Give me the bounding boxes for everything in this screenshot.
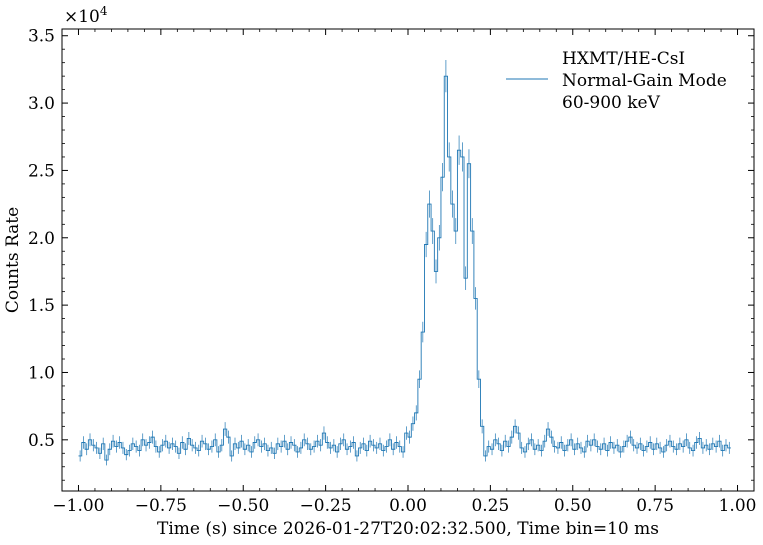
- y-tick-label: 0.5: [28, 431, 55, 451]
- legend-line-2: Normal-Gain Mode: [562, 71, 727, 91]
- legend-line-3: 60-900 keV: [562, 93, 661, 113]
- x-tick-label: 0.50: [554, 496, 592, 516]
- x-tick-label: 0.00: [389, 496, 427, 516]
- x-tick-label: −0.75: [135, 496, 187, 516]
- series-layer: [78, 59, 731, 466]
- y-tick-label: 1.5: [28, 296, 55, 316]
- x-tick-label: 0.25: [471, 496, 509, 516]
- plot-frame: [61, 28, 755, 492]
- y-multiplier-exponent: 4: [100, 4, 108, 18]
- ticks-layer: −1.00 −0.75 −0.50 −0.25 0.00 0.25 0.50 0.75 1.00…: [28, 27, 757, 516]
- legend: HXMT/HE-CsI Normal-Gain Mode 60-900 keV: [506, 49, 727, 113]
- x-tick-label: −0.50: [217, 496, 269, 516]
- y-tick-label: 2.0: [28, 229, 55, 249]
- y-tick-label: 3.0: [28, 94, 55, 114]
- y-axis-label: Counts Rate: [3, 207, 23, 313]
- legend-line-1: HXMT/HE-CsI: [562, 49, 685, 69]
- x-tick-label: −0.25: [300, 496, 352, 516]
- y-tick-label: 3.5: [28, 27, 55, 47]
- y-multiplier-label: ×104: [64, 4, 108, 27]
- x-axis-label: Time (s) since 2026-01-27T20:02:32.500, …: [157, 519, 659, 539]
- x-tick-label: 1.00: [719, 496, 757, 516]
- x-tick-label: 0.75: [636, 496, 674, 516]
- y-tick-label: 2.5: [28, 161, 55, 181]
- x-tick-label: −1.00: [52, 496, 104, 516]
- light-curve-step-line: [78, 75, 731, 461]
- y-tick-label: 1.0: [28, 363, 55, 383]
